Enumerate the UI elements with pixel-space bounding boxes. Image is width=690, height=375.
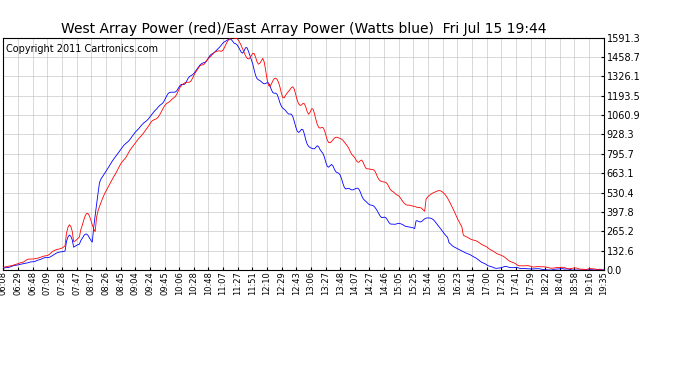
Text: Copyright 2011 Cartronics.com: Copyright 2011 Cartronics.com bbox=[6, 45, 159, 54]
Title: West Array Power (red)/East Array Power (Watts blue)  Fri Jul 15 19:44: West Array Power (red)/East Array Power … bbox=[61, 22, 546, 36]
